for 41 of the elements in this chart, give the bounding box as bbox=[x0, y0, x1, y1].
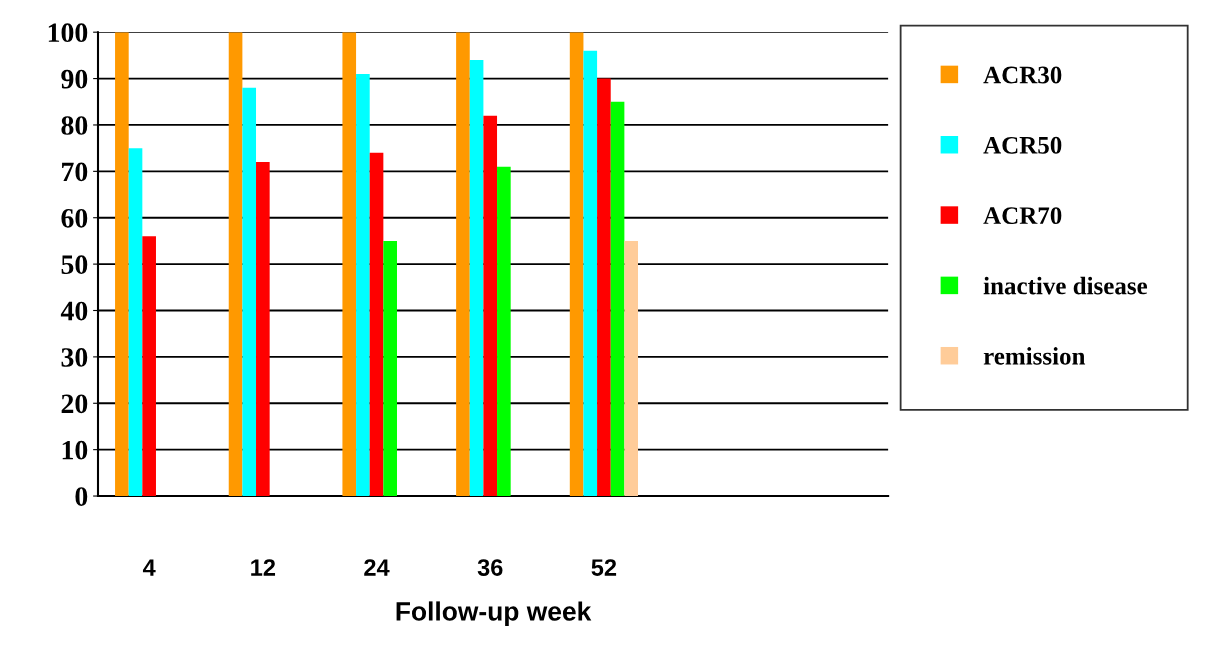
bar bbox=[142, 236, 156, 497]
y-tick-label: 20 bbox=[61, 394, 88, 414]
y-tick-label: 100 bbox=[48, 23, 88, 43]
legend-label: ACR30 bbox=[983, 66, 1062, 84]
bar bbox=[242, 87, 257, 497]
bar bbox=[583, 50, 598, 497]
x-tick-label: 4 bbox=[142, 559, 156, 576]
bar bbox=[342, 32, 357, 497]
legend-label: ACR50 bbox=[983, 136, 1062, 154]
legend-label: remission bbox=[983, 347, 1086, 365]
y-tick-label: 50 bbox=[61, 255, 88, 275]
bar bbox=[356, 73, 370, 497]
legend-label: ACR70 bbox=[983, 207, 1062, 225]
bar bbox=[597, 78, 611, 497]
y-tick-label: 60 bbox=[61, 208, 88, 228]
x-tick-label: 12 bbox=[251, 559, 276, 576]
legend-label: inactive disease bbox=[983, 276, 1148, 295]
y-tick-label: 90 bbox=[61, 69, 88, 89]
y-tick-label: 70 bbox=[62, 162, 88, 182]
bar bbox=[610, 101, 625, 497]
y-tick-label: 0 bbox=[75, 487, 88, 506]
bar bbox=[456, 32, 470, 497]
bar bbox=[128, 148, 143, 497]
bar bbox=[469, 60, 484, 497]
bar bbox=[483, 115, 498, 497]
x-axis-title: Follow-up week bbox=[396, 601, 592, 626]
bar bbox=[624, 240, 639, 497]
y-tick-label: 10 bbox=[62, 440, 88, 460]
x-tick-label: 52 bbox=[591, 559, 617, 576]
bar bbox=[228, 32, 243, 497]
bar bbox=[115, 32, 129, 497]
y-tick-label: 80 bbox=[61, 116, 88, 135]
y-tick-label: 30 bbox=[61, 348, 88, 367]
bar bbox=[256, 162, 270, 497]
bar bbox=[383, 240, 397, 497]
x-tick-label: 36 bbox=[477, 559, 503, 576]
bar bbox=[369, 152, 384, 497]
x-tick-label: 24 bbox=[364, 559, 390, 576]
bar bbox=[569, 32, 584, 497]
y-tick-label: 40 bbox=[60, 301, 88, 321]
bar bbox=[497, 166, 511, 497]
